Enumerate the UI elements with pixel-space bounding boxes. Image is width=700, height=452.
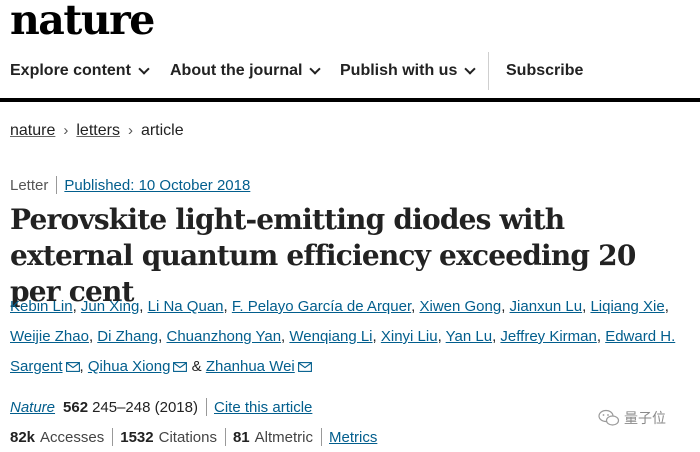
author-link[interactable]: Jeffrey Kirman (500, 328, 597, 345)
nav-about-label: About the journal (170, 62, 303, 79)
altmetric-label: Altmetric (254, 428, 313, 446)
author-separator: , (281, 328, 286, 345)
wechat-icon (598, 409, 620, 426)
breadcrumb-letters[interactable]: letters (76, 122, 120, 139)
author-separator: , (501, 298, 506, 315)
nature-logo[interactable]: nature (10, 0, 155, 44)
nav-publish-with-us[interactable]: Publish with us (340, 62, 477, 80)
article-type: Letter (10, 176, 49, 194)
author-link[interactable]: Zhanhua Wei (205, 358, 295, 375)
published-date[interactable]: Published: 10 October 2018 (64, 176, 251, 194)
article-title: Perovskite light-emitting diodes with ex… (10, 203, 636, 308)
breadcrumb-chevron-icon: › (63, 122, 69, 139)
author-link[interactable]: Jun Xing (80, 298, 140, 315)
metrics-divider (112, 428, 114, 446)
author-link[interactable]: Qihua Xiong (87, 358, 171, 375)
nav-about-journal[interactable]: About the journal (170, 62, 322, 80)
journal-link[interactable]: Nature (10, 398, 56, 416)
author-link[interactable]: Jianxun Lu (509, 298, 583, 315)
cite-this-article-link[interactable]: Cite this article (214, 398, 313, 416)
accesses-label: Accesses (40, 428, 105, 446)
citations-label: Citations (158, 428, 217, 446)
email-icon[interactable] (65, 362, 80, 372)
chevron-down-icon (464, 63, 477, 75)
breadcrumb-nature[interactable]: nature (10, 122, 56, 139)
author-link[interactable]: Weijie Zhao (10, 328, 89, 345)
citations-count: 1532 (120, 428, 154, 446)
author-list: Kebin Lin, Jun Xing, Li Na Quan, F. Pela… (10, 292, 694, 382)
metrics-divider (321, 428, 322, 446)
author-separator: , (596, 328, 602, 345)
email-icon[interactable] (173, 362, 188, 372)
chevron-down-icon (309, 63, 322, 75)
author-separator: , (223, 298, 228, 315)
author-link[interactable]: Xiwen Gong (419, 298, 502, 315)
author-separator: , (72, 298, 77, 315)
breadcrumb-chevron-icon: › (127, 122, 133, 139)
watermark: 量子位 (598, 408, 666, 428)
nav-publish-label: Publish with us (340, 62, 458, 79)
citation-line: Nature 562 245–248 (2018) Cite this arti… (10, 398, 312, 416)
accesses-count: 82k (10, 428, 36, 446)
metrics-bar: 82k Accesses 1532 Citations 81 Altmetric… (10, 428, 377, 446)
author-separator: , (582, 298, 587, 315)
pages-year: 245–248 (2018) (92, 398, 198, 416)
breadcrumb: nature › letters › article (10, 122, 184, 140)
author-link[interactable]: Yan Lu (445, 328, 493, 345)
author-link[interactable]: Wenqiang Li (289, 328, 373, 345)
nav-explore-content[interactable]: Explore content (10, 62, 150, 80)
nav-subscribe-label: Subscribe (506, 62, 584, 79)
author-separator: , (492, 328, 497, 345)
article-meta: Letter Published: 10 October 2018 (10, 176, 250, 194)
citation-divider (206, 398, 207, 416)
author-separator: , (372, 328, 377, 345)
metrics-divider (224, 428, 226, 446)
author-separator: , (88, 328, 94, 345)
subscribe-link[interactable]: Subscribe (506, 62, 583, 80)
author-link[interactable]: Di Zhang (97, 328, 159, 345)
author-link[interactable]: Edward H. Sargent (10, 328, 676, 375)
author-separator: , (158, 328, 163, 345)
nav-explore-label: Explore content (10, 62, 131, 79)
author-link[interactable]: Chuanzhong Yan (166, 328, 282, 345)
meta-divider (56, 176, 58, 194)
author-separator: , (79, 358, 84, 375)
chevron-down-icon (138, 63, 150, 75)
author-separator: , (664, 298, 669, 315)
nav-divider (488, 52, 489, 90)
altmetric-score: 81 (232, 428, 250, 446)
author-link[interactable]: Liqiang Xie (590, 298, 665, 315)
metrics-link[interactable]: Metrics (329, 428, 378, 446)
author-link[interactable]: Kebin Lin (10, 298, 73, 315)
author-ampersand: & (191, 358, 202, 375)
watermark-text: 量子位 (624, 410, 666, 426)
email-icon[interactable] (297, 362, 312, 372)
author-link[interactable]: Li Na Quan (147, 298, 224, 315)
main-nav: Explore content About the journal Publis… (0, 44, 700, 102)
author-separator: , (411, 298, 416, 315)
breadcrumb-article: article (140, 122, 184, 139)
author-link[interactable]: Xinyi Liu (380, 328, 438, 345)
author-link[interactable]: F. Pelayo García de Arquer (231, 298, 412, 315)
author-separator: , (139, 298, 144, 315)
volume: 562 (63, 398, 89, 416)
author-separator: , (437, 328, 442, 345)
